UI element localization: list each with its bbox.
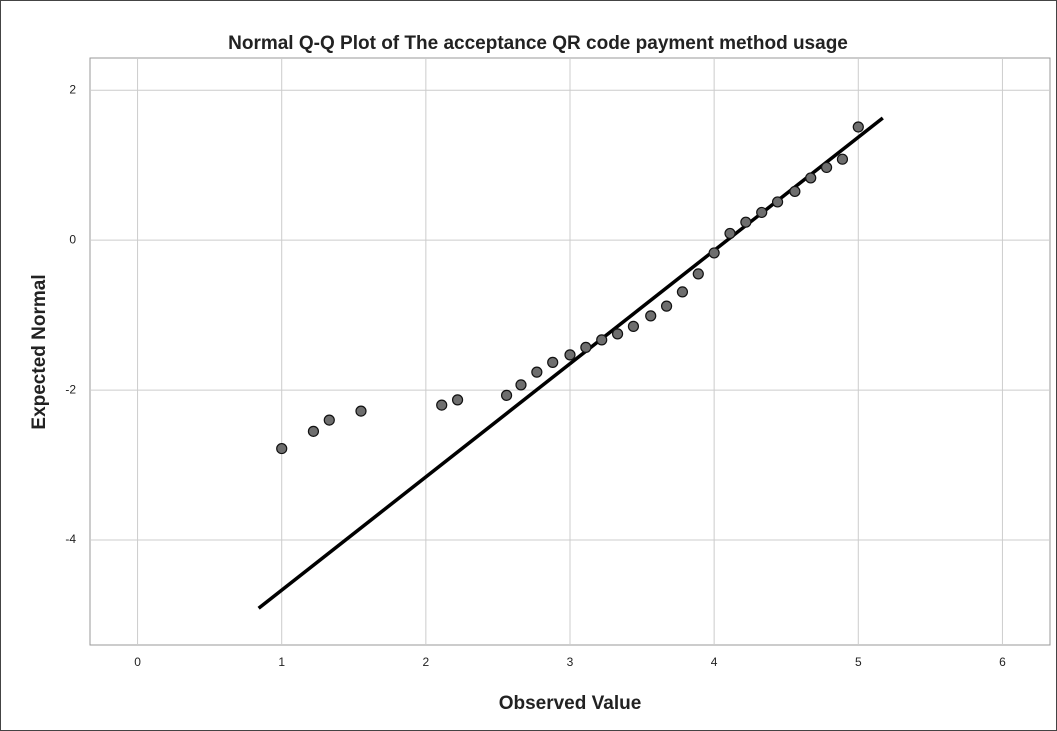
x-tick-label: 1 — [278, 655, 285, 669]
data-point — [771, 196, 784, 208]
data-point — [580, 341, 592, 353]
y-tick-label: -2 — [65, 382, 76, 396]
data-point — [323, 414, 335, 426]
data-point — [836, 153, 849, 165]
data-point — [611, 328, 624, 340]
data-point — [660, 300, 673, 312]
data-point — [740, 216, 752, 228]
data-point — [436, 399, 448, 411]
x-tick-label: 3 — [567, 655, 574, 669]
data-point — [276, 442, 288, 455]
data-point — [564, 349, 576, 361]
x-axis-title: Observed Value — [499, 693, 642, 714]
data-point — [307, 425, 320, 437]
data-point — [708, 247, 720, 259]
data-point — [756, 206, 768, 219]
x-tick-label: 0 — [134, 655, 141, 669]
y-tick-label: 0 — [69, 232, 76, 246]
y-tick-label: 2 — [69, 82, 76, 96]
x-tick-label: 5 — [855, 655, 862, 669]
y-tick-label: -4 — [65, 532, 76, 546]
data-point — [531, 366, 543, 378]
data-point — [645, 310, 657, 322]
x-tick-label: 4 — [711, 655, 718, 669]
data-point — [789, 185, 801, 198]
data-point — [820, 161, 833, 174]
data-point — [355, 405, 367, 417]
data-point — [547, 356, 559, 368]
data-point — [724, 227, 736, 240]
y-axis-title: Expected Normal — [29, 274, 50, 429]
data-point — [515, 379, 527, 391]
data-point — [676, 286, 689, 298]
data-point — [852, 121, 864, 133]
data-point — [805, 172, 817, 184]
data-point — [596, 334, 608, 346]
x-tick-label: 6 — [999, 655, 1006, 669]
data-point — [692, 268, 704, 280]
data-point — [500, 389, 513, 401]
data-point — [451, 394, 464, 406]
x-tick-label: 2 — [423, 655, 430, 669]
data-point — [627, 320, 640, 332]
chart-title: Normal Q-Q Plot of The acceptance QR cod… — [228, 33, 848, 54]
